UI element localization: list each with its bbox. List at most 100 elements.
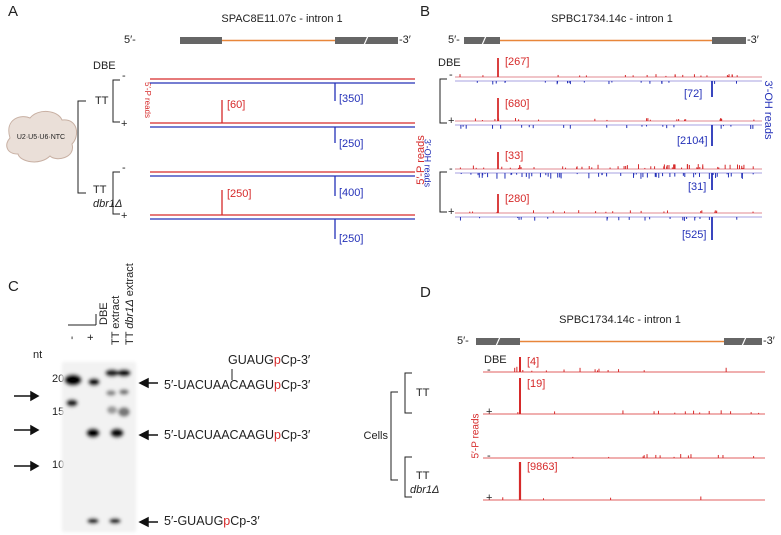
panel-label: C — [8, 278, 19, 295]
axis-label: 3′-OH reads — [762, 81, 774, 140]
peak-label: [4] — [527, 356, 539, 368]
peak-label: [72] — [684, 88, 702, 100]
bracket — [404, 372, 412, 414]
gel-bg — [62, 362, 136, 532]
sequence: 5′-UACUAACAAGUpCp-3′ — [164, 428, 311, 442]
sign: - — [449, 163, 453, 175]
exon — [180, 37, 222, 44]
marker-arrows — [14, 390, 40, 472]
sign: - — [449, 69, 453, 81]
break — [481, 35, 487, 46]
lane-label: + — [85, 334, 97, 340]
lane-label: TT extract — [110, 296, 122, 345]
sign: + — [448, 206, 454, 218]
five-prime: 5′- — [124, 34, 136, 46]
sign: + — [486, 492, 492, 504]
bracket — [439, 171, 447, 213]
panel-title: SPBC1734.14c - intron 1 — [559, 314, 681, 326]
marker: 10 — [52, 459, 64, 471]
sign: + — [486, 406, 492, 418]
complex-label: U2·U5·U6·NTC — [17, 134, 65, 141]
sign: - — [487, 450, 491, 462]
panel-c: C - + DBE TT extract TT dbr1Δ extract nt… — [8, 263, 311, 532]
peak-label: [280] — [505, 193, 529, 205]
mutant: dbr1Δ — [410, 484, 439, 496]
band — [105, 369, 119, 377]
mutant: dbr1Δ — [93, 198, 122, 210]
band — [107, 406, 117, 414]
peak-label: [250] — [227, 188, 251, 200]
text: GUAUG — [228, 353, 274, 367]
exon — [724, 338, 762, 345]
band — [88, 378, 100, 386]
band — [110, 428, 124, 438]
text: p — [274, 378, 281, 392]
text: Cp-3′ — [230, 514, 260, 528]
text: Cp-3′ — [281, 353, 311, 367]
dbe-label: DBE — [93, 60, 116, 72]
bracket — [404, 456, 412, 498]
panel-title: SPAC8E11.07c - intron 1 — [221, 13, 342, 25]
bracket — [77, 100, 86, 194]
panel-b: B SPBC1734.14c - intron 1 5′- -3′ DBE - … — [415, 3, 774, 241]
band — [106, 390, 116, 396]
panel-title: SPBC1734.14c - intron 1 — [551, 13, 673, 25]
three-prime: -3′ — [399, 34, 411, 46]
arrow-head — [30, 424, 40, 436]
complex — [6, 111, 78, 163]
text: TT — [124, 329, 136, 345]
panel-d: D SPBC1734.14c - intron 1 5′- -3′ DBE Ce… — [364, 284, 775, 504]
panel-a: A SPAC8E11.07c - intron 1 5′- -3′ DBE U2… — [6, 3, 433, 245]
sequence: 5′-GUAUGpCp-3′ — [164, 514, 260, 528]
peak-label: [19] — [527, 378, 545, 390]
peak-label: [400] — [339, 187, 363, 199]
strain: TT — [95, 95, 109, 107]
exon — [712, 37, 746, 44]
peak-label: [2104] — [677, 135, 708, 147]
panel-label: A — [8, 3, 18, 20]
peak-label: [525] — [682, 229, 706, 241]
peak-label: [31] — [688, 181, 706, 193]
panel-label: D — [420, 284, 431, 301]
band — [66, 399, 78, 407]
sign: + — [121, 210, 127, 222]
peak-label: [267] — [505, 56, 529, 68]
axis-label: 5′-P reads — [143, 82, 152, 118]
exon — [464, 37, 500, 44]
tracks — [483, 357, 765, 501]
text: Cp-3′ — [281, 378, 311, 392]
lane-label: TT dbr1Δ extract — [124, 263, 136, 345]
peak-label: [33] — [505, 150, 523, 162]
arrow-head — [138, 516, 149, 528]
bracket — [439, 78, 447, 124]
text: 5′-GUAUG — [164, 514, 223, 528]
marker: 20 — [52, 373, 64, 385]
strain: TT — [93, 184, 107, 196]
break — [495, 336, 501, 347]
text: Cp-3′ — [281, 428, 311, 442]
text: 5′-UACUAACAAGU — [164, 378, 274, 392]
sign: - — [487, 364, 491, 376]
bracket — [390, 391, 398, 481]
band — [87, 518, 99, 524]
peak-label: [250] — [339, 233, 363, 245]
panel-label: B — [420, 3, 430, 20]
three-prime: -3′ — [763, 335, 775, 347]
strain: TT — [416, 387, 430, 399]
sequence: GUAUGpCp-3′ — [228, 353, 311, 367]
break — [741, 336, 747, 347]
band — [117, 369, 131, 377]
sign: + — [448, 115, 454, 127]
tracks — [455, 58, 762, 240]
arrow-head — [138, 429, 149, 441]
arrow-head — [30, 390, 40, 402]
bracket — [112, 171, 120, 215]
text: p — [274, 428, 281, 442]
text: p — [223, 514, 230, 528]
axis-label: 3′-OH reads — [423, 139, 433, 188]
marker: 15 — [52, 406, 64, 418]
text: extract — [124, 263, 136, 299]
peak-label: [350] — [339, 93, 363, 105]
lane-label: - — [66, 336, 78, 340]
